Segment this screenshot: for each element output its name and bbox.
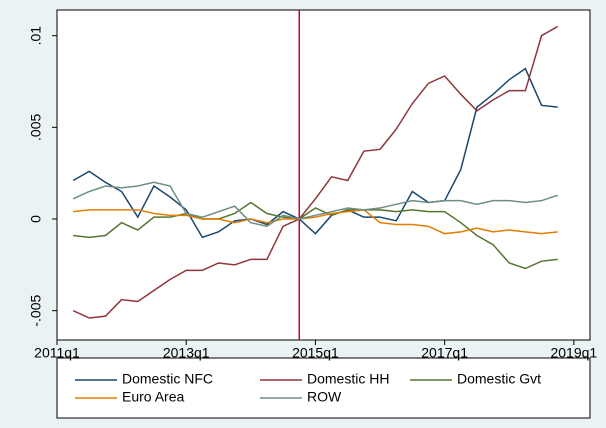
legend-label: ROW [307,389,342,405]
legend-label: Domestic NFC [122,371,213,387]
y-tick-label: .01 [28,26,44,46]
y-tick-label: .005 [28,113,44,140]
series-line [72,25,559,319]
y-tick-label: 0 [28,215,44,223]
series-line [73,209,558,235]
x-tick-label: 2017q1 [421,345,468,361]
legend-label: Euro Area [122,389,184,405]
series-line [73,201,558,270]
legend [56,357,591,419]
plot-area [56,9,591,341]
x-tick-label: 2013q1 [163,345,210,361]
legend-label: Domestic HH [307,371,389,387]
series-line [72,181,558,228]
x-tick-label: 2011q1 [34,345,80,361]
legend-label: Domestic Gvt [457,371,541,387]
x-tick-label: 2015q1 [292,345,339,361]
x-tick-label: 2019q1 [550,345,597,361]
y-tick-label: -.005 [28,295,44,327]
series-line [72,67,558,239]
